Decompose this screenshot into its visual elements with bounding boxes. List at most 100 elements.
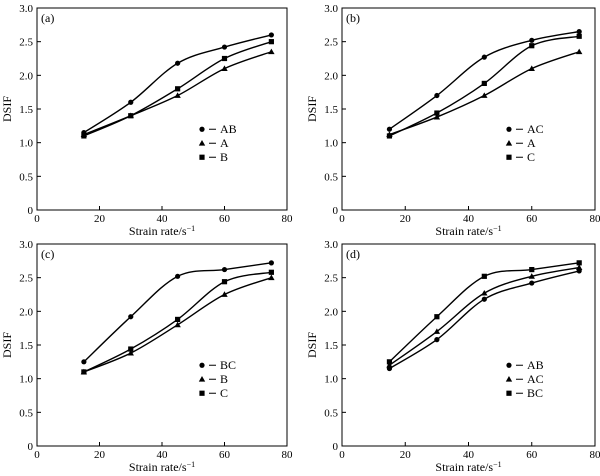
series-line-ac — [389, 266, 580, 366]
legend-label-ac: AC — [527, 372, 544, 386]
data-point-a — [174, 92, 181, 98]
panel-1: 0 20 40 60 80 0 0.5 1.0 1.5 2.0 2.5 3.0 Strain rate/… — [0, 3, 293, 238]
data-point-c — [175, 316, 181, 323]
legend-label-b: B — [220, 372, 228, 386]
data-point-bc — [175, 273, 181, 279]
x-axis-title: Strain rate/s−1 — [435, 224, 501, 238]
data-point-b — [127, 349, 134, 356]
legend-marker-c — [199, 390, 205, 396]
data-point-ac — [386, 126, 393, 132]
x-tick-label: 20 — [400, 213, 412, 225]
data-point-a — [481, 92, 488, 98]
y-tick-label: 1.5 — [19, 104, 33, 116]
legend-label-c: C — [220, 386, 228, 400]
y-axis-title: DSIF — [0, 96, 14, 122]
data-point-c — [268, 269, 274, 275]
data-point-ac — [575, 264, 583, 270]
y-tick-label: 2.0 — [324, 306, 338, 318]
data-point-c — [576, 33, 582, 39]
legend-label-c: C — [527, 150, 535, 164]
y-tick-label: 3.0 — [324, 3, 338, 15]
x-tick-label: 40 — [157, 213, 169, 225]
data-point-ab — [221, 44, 228, 50]
legend-marker-b — [199, 154, 205, 160]
y-tick-label: 1.0 — [19, 374, 33, 386]
legend-label-b: B — [220, 150, 228, 164]
data-point-ac — [481, 54, 487, 60]
data-point-b — [128, 113, 134, 119]
x-tick-label: 60 — [219, 213, 231, 225]
y-tick-label: 0 — [28, 205, 34, 217]
y-axis-title: DSIF — [305, 332, 319, 358]
y-tick-label: 2.0 — [19, 70, 33, 82]
legend-marker-b — [198, 376, 206, 382]
data-point-b — [221, 55, 228, 62]
x-tick-label: 20 — [94, 213, 106, 225]
data-point-bc — [434, 314, 440, 320]
x-tick-label: 80 — [282, 449, 294, 461]
series-line-ab — [83, 34, 272, 134]
y-tick-label: 0.5 — [324, 171, 338, 183]
legend-marker-ac — [506, 126, 512, 132]
panel-label: (c) — [41, 247, 54, 261]
x-tick-label: 0 — [339, 213, 345, 225]
x-tick-label: 40 — [463, 449, 475, 461]
data-point-a — [433, 113, 441, 120]
y-tick-label: 1.5 — [324, 104, 338, 116]
x-axis-title: Strain rate/s−1 — [129, 460, 195, 474]
series-line-ac — [389, 30, 580, 130]
x-axis-title-superscript: −1 — [493, 460, 502, 469]
data-point-bc — [221, 266, 228, 273]
x-tick-label: 80 — [590, 213, 600, 225]
legend-marker-bc — [506, 390, 512, 396]
data-point-c — [221, 279, 228, 285]
data-point-ac — [529, 37, 535, 43]
y-tick-label: 2.5 — [324, 273, 338, 285]
x-tick-label: 80 — [590, 449, 600, 461]
y-tick-label: 0 — [333, 205, 339, 217]
data-point-ab — [529, 280, 535, 286]
y-tick-label: 3.0 — [324, 239, 338, 251]
y-tick-label: 1.0 — [19, 138, 33, 150]
data-point-bc — [128, 314, 134, 320]
y-axis-title: DSIF — [0, 332, 14, 358]
legend-marker-a — [198, 140, 206, 146]
data-point-a — [221, 65, 228, 71]
y-tick-label: 2.5 — [19, 273, 33, 285]
data-point-ac — [386, 362, 393, 368]
legend-label-ac: AC — [527, 122, 544, 136]
data-point-c — [529, 43, 535, 49]
legend-label-ab: AB — [220, 122, 237, 136]
data-point-b — [268, 39, 274, 45]
series-line-c — [389, 35, 580, 137]
data-point-ac — [434, 92, 440, 99]
panel-2: 0 20 40 60 80 0 0.5 1.0 1.5 2.0 2.5 3.0 Strain rate/… — [305, 3, 600, 238]
x-axis-title-superscript: −1 — [493, 224, 502, 233]
data-point-ab — [481, 296, 487, 302]
panel-4: 0 20 40 60 80 0 0.5 1.0 1.5 2.0 2.5 3.0 Strain rate/… — [305, 239, 600, 474]
legend-label-a: A — [527, 136, 536, 150]
x-tick-label: 40 — [463, 213, 475, 225]
legend-marker-ac — [505, 376, 513, 382]
y-tick-label: 2.5 — [324, 37, 338, 49]
data-point-b — [221, 291, 228, 297]
y-tick-label: 2.0 — [324, 70, 338, 82]
y-tick-label: 1.0 — [324, 138, 338, 150]
data-point-ac — [576, 28, 582, 35]
data-point-b — [81, 133, 87, 139]
x-tick-label: 20 — [94, 449, 106, 461]
data-point-bc — [268, 260, 274, 266]
plot-frame — [36, 7, 288, 211]
data-point-ab — [175, 60, 181, 66]
panel-label: (b) — [346, 11, 360, 25]
y-tick-label: 1.5 — [19, 340, 33, 352]
x-tick-label: 0 — [339, 449, 345, 461]
legend-label-bc: BC — [220, 358, 236, 372]
y-tick-label: 3.0 — [19, 3, 33, 15]
y-tick-label: 2.0 — [19, 306, 33, 318]
y-tick-label: 0 — [333, 441, 339, 453]
x-axis-title-superscript: −1 — [187, 460, 196, 469]
